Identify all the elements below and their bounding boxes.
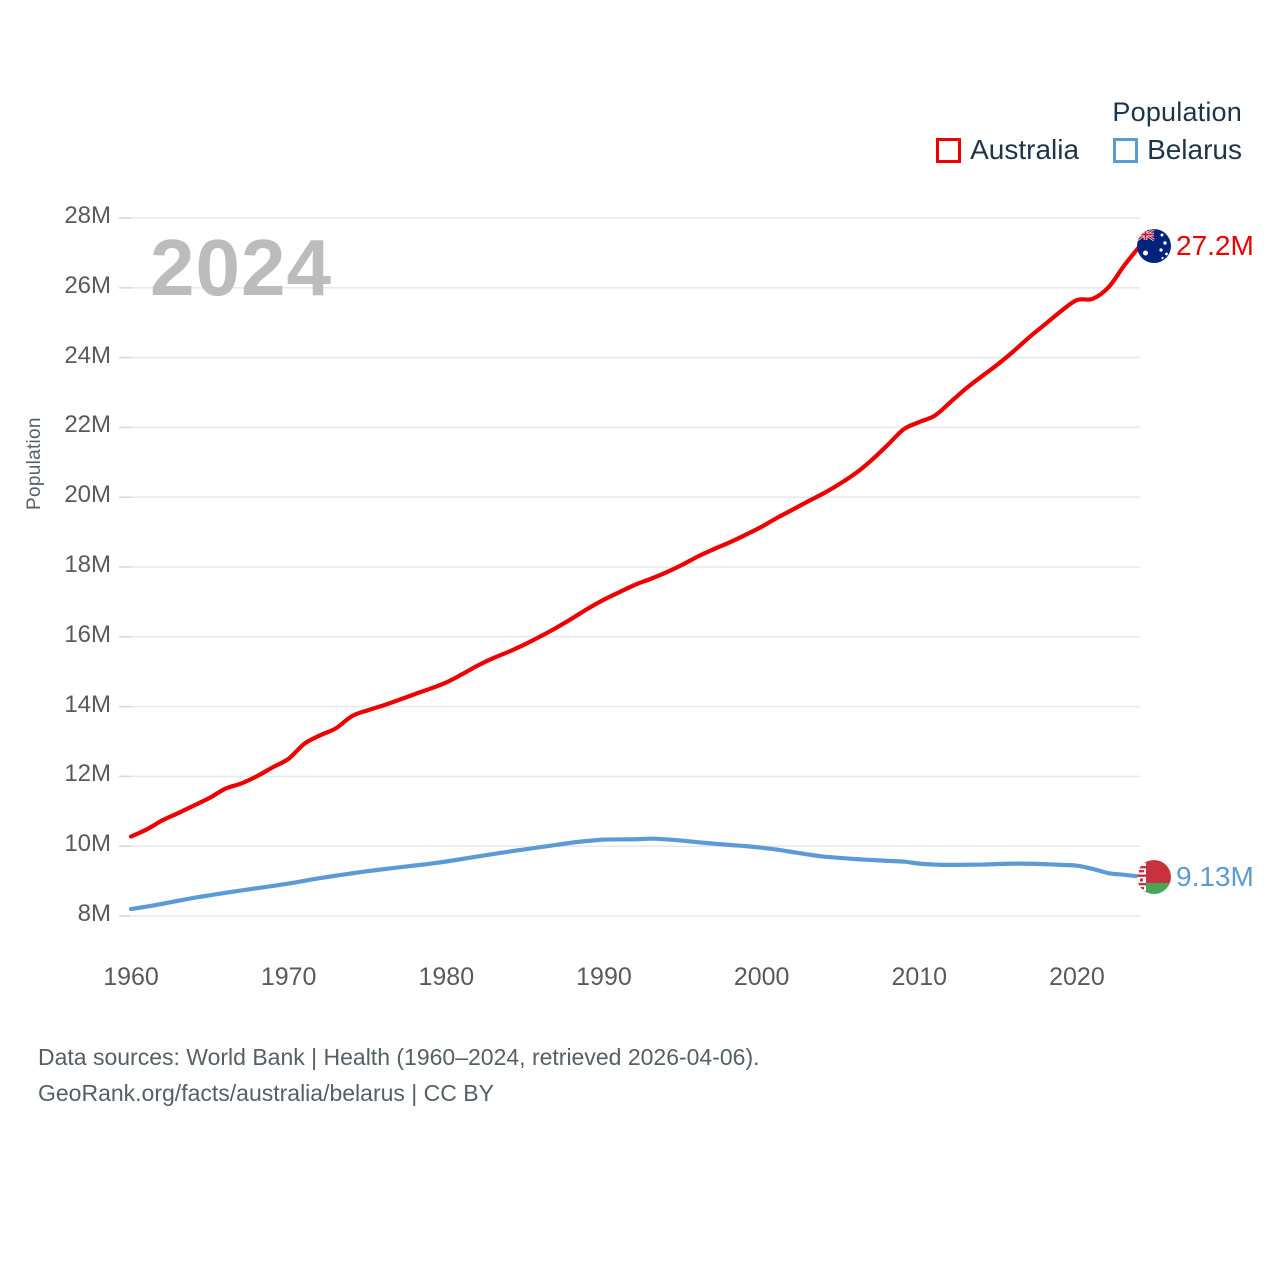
y-axis-tick-label: 28M [64, 202, 111, 229]
legend-item-australia[interactable]: Australia [936, 136, 1079, 164]
y-axis-tick-label: 26M [64, 271, 111, 299]
y-axis-tick-label: 8M [77, 900, 111, 927]
chart-svg [119, 217, 1143, 917]
watermark-year: 2024 [150, 223, 332, 312]
x-axis-tick-label: 1990 [576, 963, 632, 991]
y-axis-tick-label: 22M [64, 411, 111, 439]
footer-line-2: GeoRank.org/facts/australia/belarus | CC… [38, 1079, 494, 1106]
y-axis-tick-label: 24M [64, 341, 111, 369]
x-axis-tick-label: 1980 [418, 963, 475, 991]
legend-label-belarus: Belarus [1147, 134, 1242, 166]
legend-items: Australia Belarus [936, 136, 1242, 164]
australia-flag-icon [1137, 228, 1171, 263]
x-axis-tick-label: 1960 [103, 963, 159, 991]
y-axis-tick-label: 14M [64, 690, 111, 718]
x-axis-tick-label: 1970 [260, 963, 317, 991]
legend-swatch-australia [936, 137, 962, 163]
belarus-end-value-label: 9.13M [1176, 860, 1254, 892]
australia-end-value-label: 27.2M [1176, 229, 1254, 261]
legend-item-belarus[interactable]: Belarus [1113, 136, 1242, 164]
chart-plot-area: Population 2024 8M 10M 12M 14M 16M 18M 20M 22M 2… [24, 202, 1254, 991]
y-axis-tick-label: 16M [64, 620, 111, 648]
x-axis-tick-label: 2020 [1049, 963, 1105, 991]
y-axis-tick-label: 12M [64, 760, 111, 788]
legend-title: Population [1112, 97, 1242, 127]
legend-label-australia: Australia [970, 134, 1080, 166]
belarus-flag-icon [1137, 859, 1171, 894]
chart-legend: Population Australia Belarus [936, 96, 1242, 164]
x-axis-tick-label: 2010 [891, 963, 948, 991]
legend-swatch-belarus [1113, 137, 1139, 163]
footer-line-1: Data sources: World Bank | Health (1960–… [38, 1044, 760, 1070]
y-axis-tick-label: 10M [64, 830, 111, 858]
y-axis-tick-label: 20M [64, 481, 111, 509]
x-axis-tick-label: 2000 [733, 963, 790, 991]
footer-sources: Data sources: World Bank | Health (1960–… [38, 1040, 760, 1111]
y-axis-tick-label: 18M [64, 551, 111, 578]
